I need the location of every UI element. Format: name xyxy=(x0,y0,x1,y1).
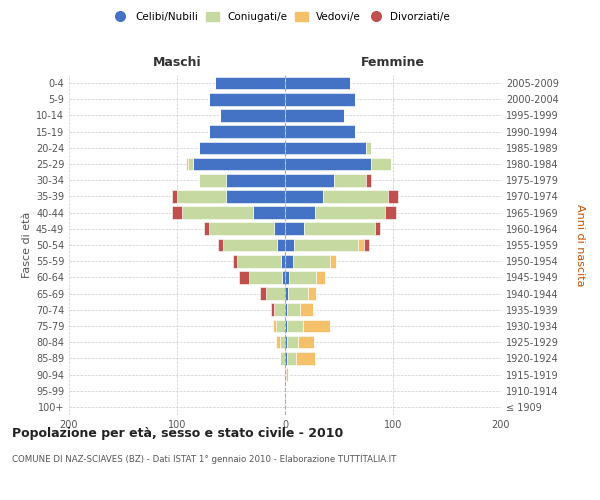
Bar xyxy=(366,174,371,186)
Bar xyxy=(285,288,288,300)
Bar xyxy=(285,238,293,252)
Bar xyxy=(177,190,226,202)
Bar xyxy=(285,158,371,170)
Bar xyxy=(331,255,336,268)
Bar xyxy=(385,206,396,219)
Bar xyxy=(223,238,277,252)
Bar xyxy=(304,222,374,235)
Bar xyxy=(366,142,371,154)
Bar xyxy=(233,255,238,268)
Bar xyxy=(172,190,177,202)
Bar xyxy=(288,288,308,300)
Bar xyxy=(285,320,287,332)
Bar xyxy=(274,222,285,235)
Bar xyxy=(286,368,288,381)
Bar xyxy=(215,77,285,90)
Bar xyxy=(285,174,334,186)
Bar xyxy=(209,222,274,235)
Bar xyxy=(182,206,253,219)
Bar xyxy=(271,304,274,316)
Bar xyxy=(218,238,223,252)
Bar xyxy=(277,238,285,252)
Bar xyxy=(285,255,293,268)
Bar xyxy=(293,255,331,268)
Bar xyxy=(298,336,314,348)
Bar xyxy=(374,222,380,235)
Bar xyxy=(285,271,289,283)
Bar xyxy=(285,93,355,106)
Bar xyxy=(285,368,286,381)
Bar xyxy=(238,255,281,268)
Bar xyxy=(277,320,285,332)
Bar xyxy=(388,190,398,202)
Bar xyxy=(277,336,280,348)
Bar xyxy=(289,271,316,283)
Bar xyxy=(280,336,285,348)
Bar xyxy=(300,304,313,316)
Y-axis label: Fasce di età: Fasce di età xyxy=(22,212,32,278)
Text: COMUNE DI NAZ-SCIAVES (BZ) - Dati ISTAT 1° gennaio 2010 - Elaborazione TUTTITALI: COMUNE DI NAZ-SCIAVES (BZ) - Dati ISTAT … xyxy=(12,455,397,464)
Bar xyxy=(285,142,366,154)
Bar xyxy=(209,93,285,106)
Bar xyxy=(209,126,285,138)
Bar xyxy=(323,190,388,202)
Bar xyxy=(188,158,193,170)
Bar xyxy=(334,174,366,186)
Bar xyxy=(287,336,298,348)
Bar xyxy=(281,255,285,268)
Bar xyxy=(226,190,285,202)
Text: Popolazione per età, sesso e stato civile - 2010: Popolazione per età, sesso e stato civil… xyxy=(12,428,343,440)
Bar xyxy=(364,238,369,252)
Y-axis label: Anni di nascita: Anni di nascita xyxy=(575,204,586,286)
Bar xyxy=(172,206,182,219)
Bar xyxy=(274,304,285,316)
Text: Maschi: Maschi xyxy=(152,56,202,68)
Bar xyxy=(285,109,344,122)
Bar xyxy=(239,271,250,283)
Bar xyxy=(266,288,285,300)
Bar xyxy=(285,77,350,90)
Bar xyxy=(287,320,304,332)
Bar xyxy=(253,206,285,219)
Bar xyxy=(296,352,315,364)
Bar xyxy=(316,271,325,283)
Bar xyxy=(285,304,287,316)
Bar xyxy=(250,271,282,283)
Bar xyxy=(304,320,331,332)
Bar xyxy=(285,222,304,235)
Bar xyxy=(358,238,364,252)
Bar xyxy=(282,271,285,283)
Bar xyxy=(204,222,209,235)
Bar xyxy=(371,158,391,170)
Bar xyxy=(226,174,285,186)
Text: Femmine: Femmine xyxy=(361,56,425,68)
Bar xyxy=(285,352,287,364)
Bar xyxy=(199,174,226,186)
Bar xyxy=(315,206,385,219)
Bar xyxy=(287,352,296,364)
Bar xyxy=(273,320,277,332)
Bar xyxy=(293,238,358,252)
Bar xyxy=(260,288,266,300)
Bar xyxy=(285,126,355,138)
Bar xyxy=(285,336,287,348)
Legend: Celibi/Nubili, Coniugati/e, Vedovi/e, Divorziati/e: Celibi/Nubili, Coniugati/e, Vedovi/e, Di… xyxy=(110,8,454,26)
Bar xyxy=(287,304,300,316)
Bar xyxy=(308,288,316,300)
Bar xyxy=(199,142,285,154)
Bar xyxy=(285,206,315,219)
Bar xyxy=(185,158,188,170)
Bar xyxy=(193,158,285,170)
Bar xyxy=(285,190,323,202)
Bar xyxy=(220,109,285,122)
Bar xyxy=(280,352,285,364)
